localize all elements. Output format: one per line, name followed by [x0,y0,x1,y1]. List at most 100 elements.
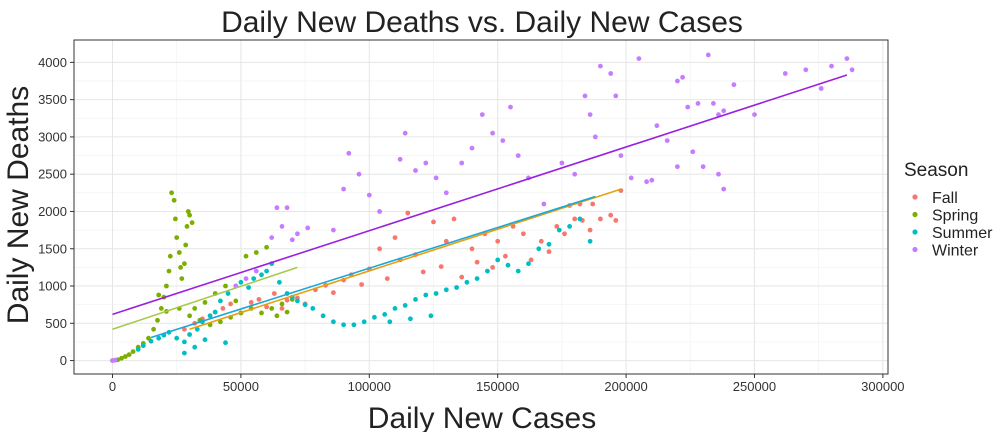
data-point [341,186,346,192]
data-point [538,238,544,244]
data-point [590,201,596,207]
data-point [264,304,269,310]
data-point [264,244,269,250]
data-point [587,238,593,244]
data-point [644,179,649,185]
data-point [187,332,193,337]
data-point [420,269,426,275]
data-point [310,306,316,311]
y-tick-label: 500 [45,316,67,331]
data-point [243,276,249,281]
data-point [140,343,146,349]
chart-title: Daily New Deaths vs. Daily New Cases [221,6,743,39]
plot-border [73,39,889,375]
data-point [331,227,336,233]
data-point [246,285,252,290]
data-point [359,282,364,287]
data-point [182,350,187,356]
data-point [377,209,382,214]
data-point [705,52,711,58]
data-point [528,257,534,263]
data-point [238,279,244,285]
data-point [155,317,160,323]
data-point [212,309,218,315]
data-point [752,112,757,117]
data-point [654,123,660,129]
y-tick-label: 1500 [38,241,67,256]
data-point [264,268,269,274]
data-point [248,300,254,305]
data-point [346,150,352,156]
data-point [156,335,162,341]
data-point [189,220,195,226]
data-point [183,242,189,248]
data-point [413,297,418,302]
legend-item-spring: Spring [912,208,978,225]
data-point [598,63,603,69]
data-point [685,104,691,110]
plot-area: 0 50000 100000 150000 200000 250000 300000 0 500… [38,39,905,394]
y-tick-label: 2000 [38,204,67,219]
y-tick-label: 3500 [38,92,67,107]
data-point [413,168,418,173]
data-point [387,319,393,325]
x-tick-label: 250000 [733,379,776,394]
data-point [176,250,182,255]
y-tick-label: 2500 [38,167,67,182]
data-point [500,138,506,144]
data-point [495,238,501,244]
data-point [474,276,480,281]
data-point [675,164,680,170]
data-point [274,205,280,211]
x-tick-label: 0 [109,379,116,394]
data-point [408,316,413,322]
data-point [320,313,326,319]
data-point [220,306,226,311]
data-point [173,216,178,222]
data-point [192,344,198,350]
data-point [158,306,164,311]
data-point [187,313,193,319]
data-point [233,298,239,304]
data-point [505,262,511,268]
data-point [156,292,162,298]
data-point [295,298,300,304]
data-point [469,246,475,252]
data-point [587,227,593,233]
data-point [228,301,234,307]
series-winter-points [110,52,855,363]
data-point [443,287,449,293]
data-point [331,319,336,325]
data-point [135,347,141,352]
data-point [277,279,282,285]
data-point [423,292,429,298]
data-point [284,205,290,211]
data-point [592,134,598,140]
legend-label: Summer [932,225,993,242]
data-point [490,130,495,136]
data-point [253,268,259,274]
data-point [613,218,619,223]
legend-label: Fall [932,190,958,207]
data-point [490,265,495,270]
data-point [256,297,262,302]
data-point [731,82,737,88]
data-point [382,312,388,317]
data-point [269,306,275,311]
data-point [182,261,187,267]
data-point [271,291,277,296]
data-point [451,216,457,222]
data-point [690,149,696,155]
data-point [515,153,521,159]
data-point [454,285,459,290]
data-point [351,322,357,328]
data-point [279,224,285,229]
data-point [438,264,444,269]
legend-swatch [912,246,918,253]
series-summer-points [135,216,593,356]
data-point [577,216,583,222]
data-point [251,276,257,281]
data-point [562,231,567,237]
data-point [253,250,259,255]
